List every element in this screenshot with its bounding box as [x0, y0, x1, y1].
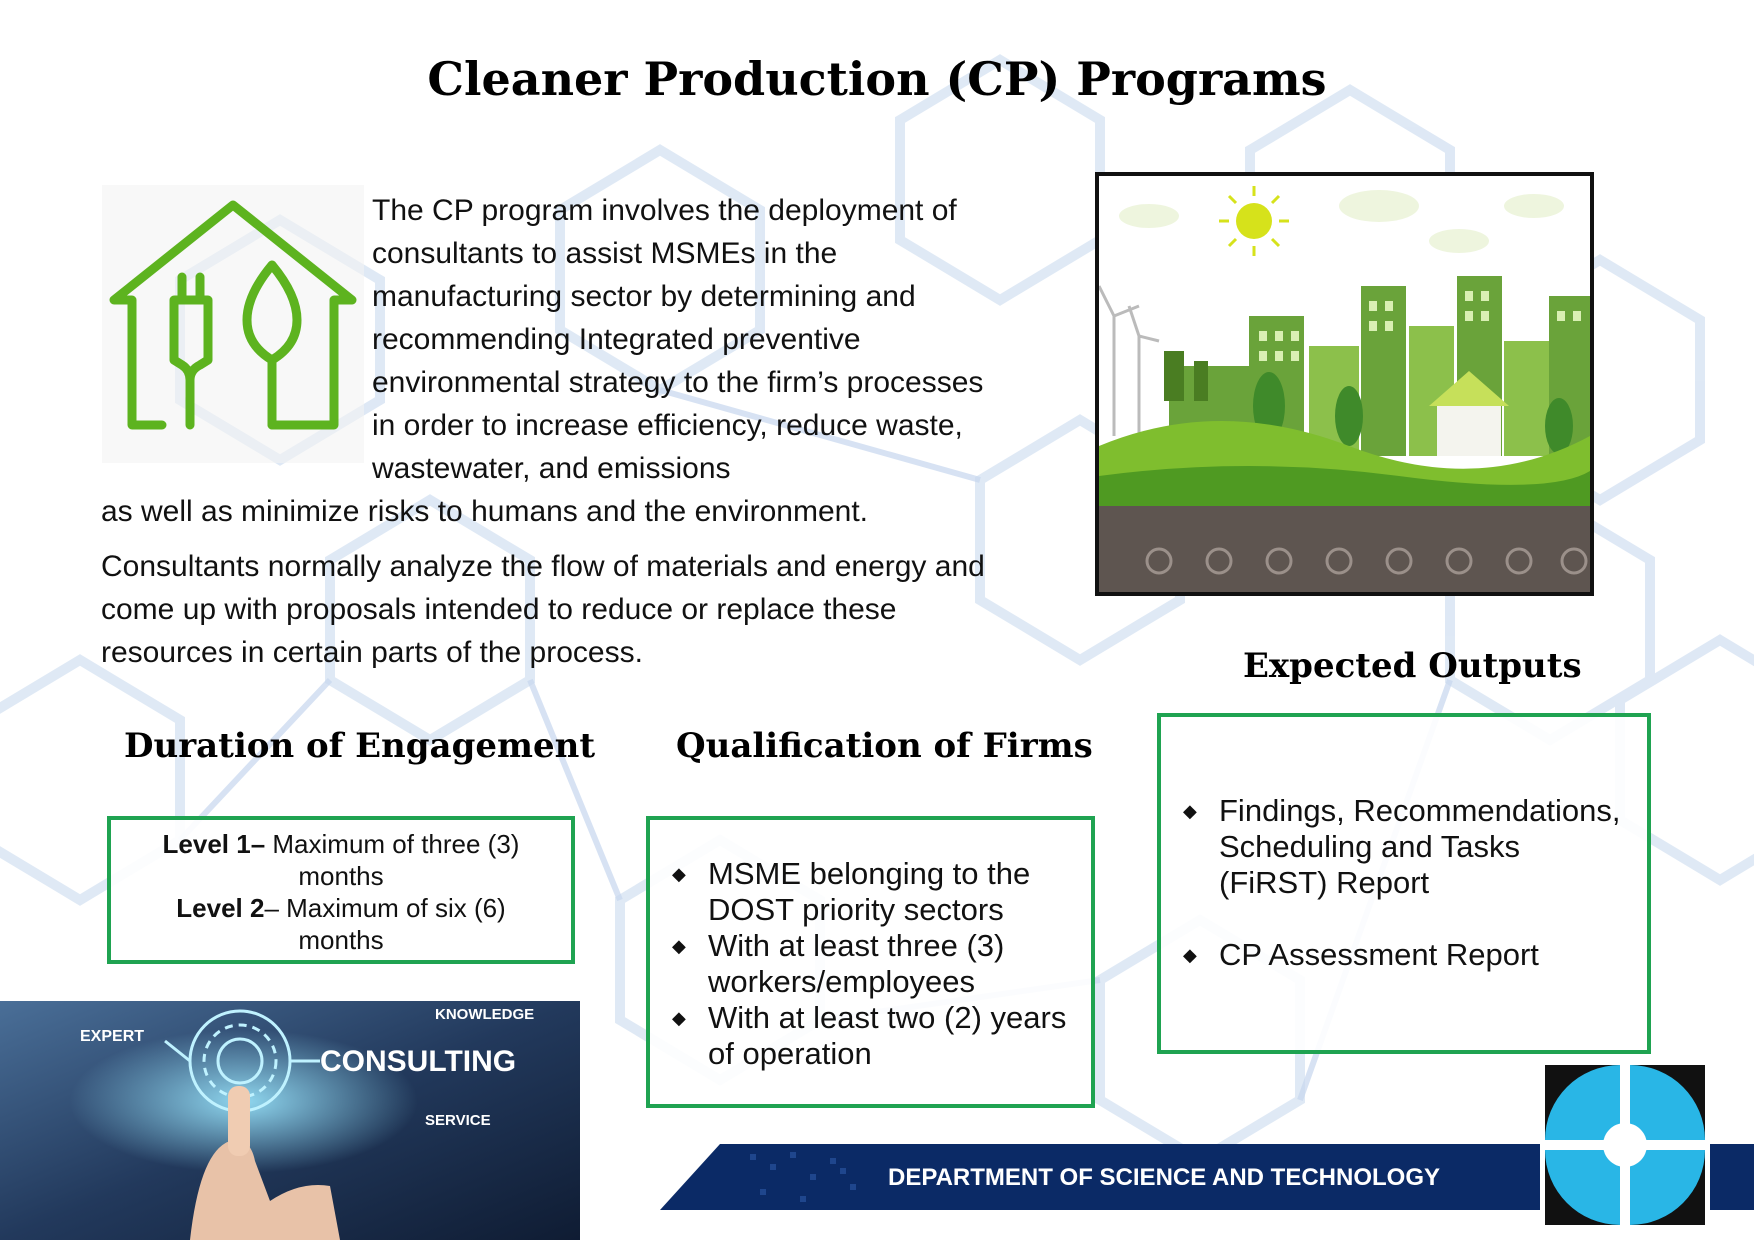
expected-outputs-heading: Expected Outputs	[1243, 646, 1582, 686]
footer-banner-end	[1706, 1144, 1754, 1210]
level-1-line: Level 1– Maximum of three (3)	[121, 828, 561, 860]
outputs-list: ◆ Findings, Recommendations, Scheduling a…	[1175, 793, 1637, 973]
footer-banner	[660, 1144, 1604, 1210]
diamond-bullet-icon: ◆	[1183, 945, 1197, 965]
department-name: DEPARTMENT OF SCIENCE AND TECHNOLOGY	[888, 1164, 1441, 1191]
diamond-bullet-icon: ◆	[672, 1008, 686, 1028]
level-1-text: Maximum of three (3)	[265, 829, 520, 859]
list-item: ◆ With at least two (2) years of operatio…	[672, 1000, 1067, 1071]
list-item: ◆ Findings, Recommendations, Scheduling a…	[1183, 793, 1621, 900]
consulting-image: EXPERT CONSULTING KNOWLEDGE SERVICE	[0, 1001, 580, 1240]
diamond-bullet-icon: ◆	[1183, 801, 1197, 821]
list-item: ◆ CP Assessment Report	[1183, 937, 1539, 972]
level-2-label: Level 2	[176, 893, 265, 923]
intro-paragraph: The CP program involves the deployment o…	[372, 194, 984, 485]
qualification-list: ◆ MSME belonging to the DOST priority sec…	[664, 856, 1081, 1072]
outputs-box: ◆ Findings, Recommendations, Scheduling a…	[1157, 713, 1651, 1054]
duration-box: Level 1– Maximum of three (3) months Lev…	[107, 816, 575, 964]
dost-logo	[1540, 1060, 1710, 1230]
diamond-bullet-icon: ◆	[672, 936, 686, 956]
service-label: SERVICE	[425, 1112, 491, 1129]
qualification-box: ◆ MSME belonging to the DOST priority sec…	[646, 816, 1095, 1108]
intro-paragraph-continued: as well as minimize risks to humans and …	[101, 495, 868, 528]
consulting-label: CONSULTING	[320, 1045, 516, 1078]
duration-heading: Duration of Engagement	[124, 726, 596, 766]
level-2-cont: months	[298, 925, 384, 955]
list-item: ◆ With at least three (3) workers/employe…	[672, 928, 1005, 999]
house-plug-leaf-icon	[102, 185, 364, 463]
list-item: ◆ MSME belonging to the DOST priority sec…	[672, 856, 1031, 927]
level-1-cont: months	[298, 861, 384, 891]
level-2-line: Level 2– Maximum of six (6)	[121, 892, 561, 924]
qualification-heading: Qualification of Firms	[676, 726, 1093, 766]
page-title: Cleaner Production (CP) Programs	[427, 52, 1327, 106]
consultants-paragraph: Consultants normally analyze the flow of…	[101, 550, 985, 669]
expert-label: EXPERT	[80, 1028, 144, 1045]
diamond-bullet-icon: ◆	[672, 864, 686, 884]
green-city-illustration	[1095, 172, 1594, 596]
level-2-text: – Maximum of six (6)	[264, 893, 506, 923]
knowledge-label: KNOWLEDGE	[435, 1006, 534, 1023]
level-1-label: Level 1–	[162, 829, 266, 859]
